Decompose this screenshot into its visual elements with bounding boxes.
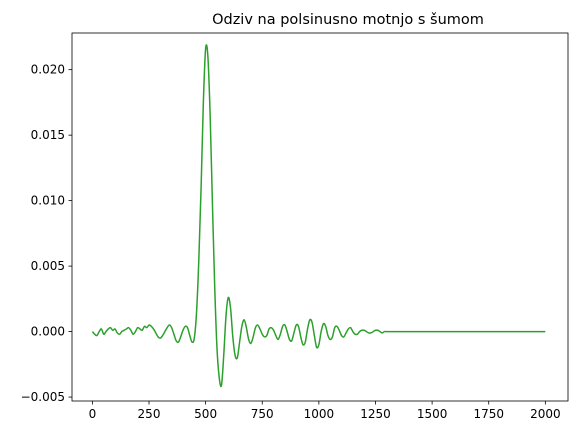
y-tick-label: −0.005: [21, 390, 65, 404]
x-tick-label: 1000: [304, 407, 335, 421]
x-tick-label: 1750: [473, 407, 504, 421]
x-tick-label: 750: [251, 407, 274, 421]
series-layer: [92, 45, 545, 387]
y-tick-label: 0.015: [31, 128, 65, 142]
series-line-0: [92, 45, 545, 387]
y-tick-label: 0.010: [31, 194, 65, 208]
x-tick-label: 250: [138, 407, 161, 421]
x-tick-label: 1500: [417, 407, 448, 421]
y-tick-label: 0.005: [31, 259, 65, 273]
x-tick-label: 500: [194, 407, 217, 421]
y-tick-label: 0.000: [31, 325, 65, 339]
y-tick-label: 0.020: [31, 63, 65, 77]
x-axis: 0 250 500 750 1000 1250 1500 1750 2000: [89, 401, 561, 421]
x-tick-label: 2000: [530, 407, 561, 421]
x-tick-label: 0: [89, 407, 97, 421]
chart-title: Odziv na polsinusno motnjo s šumom: [212, 12, 484, 28]
y-axis: −0.005 0.000 0.005 0.010 0.015 0.020: [21, 63, 72, 404]
plot-frame: [72, 33, 568, 401]
x-tick-label: 1250: [360, 407, 391, 421]
